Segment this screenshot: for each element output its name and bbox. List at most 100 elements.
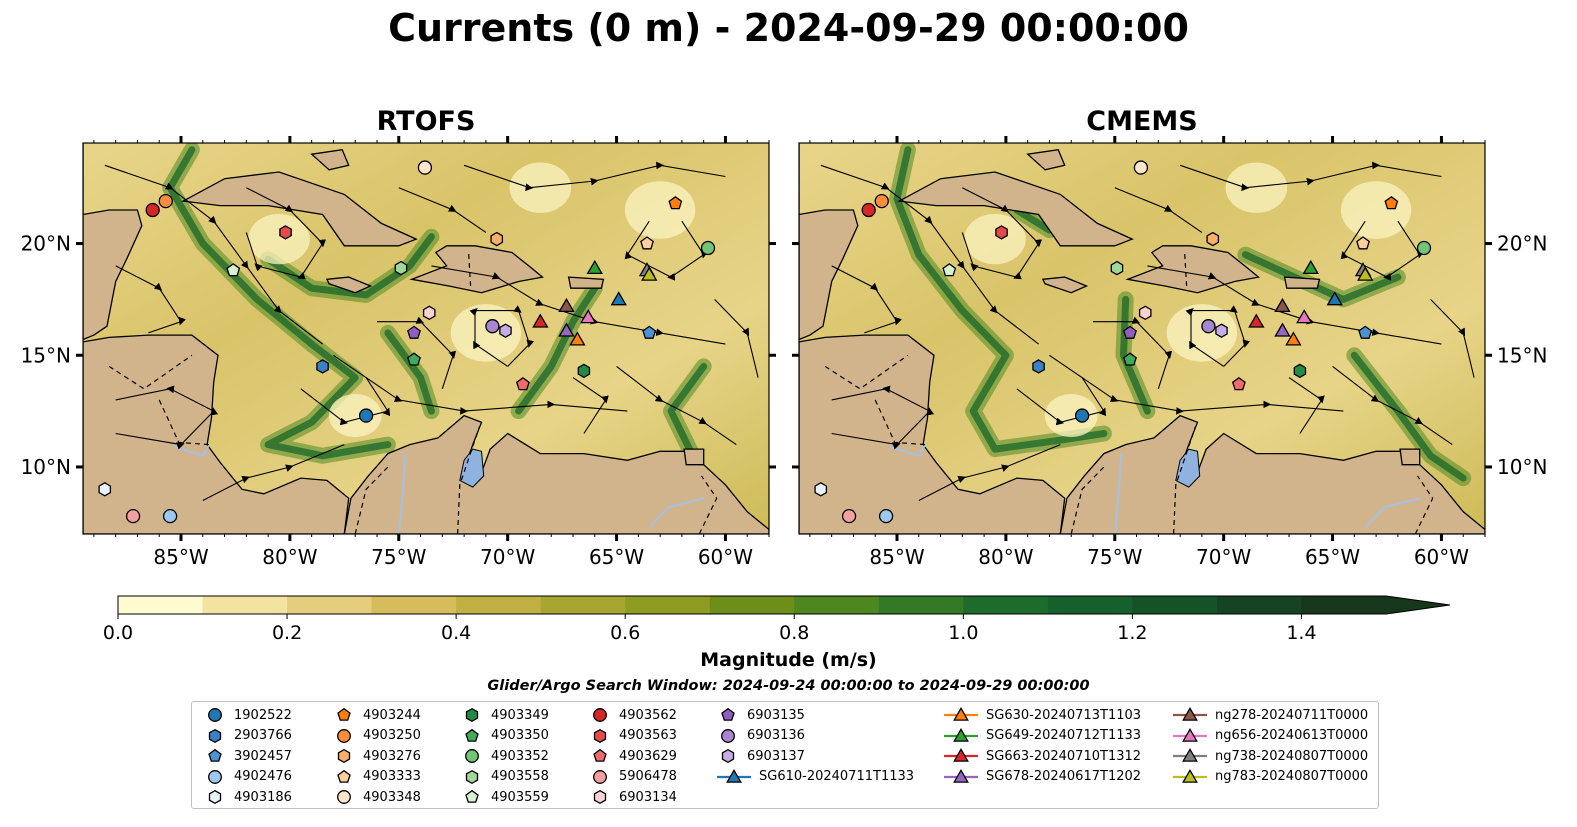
cmems-map-panel: 85°W 80°W 75°W 70°W 65°W 60°W 20°N 15°N 10°N: [792, 136, 1547, 569]
streamline: [1340, 220, 1425, 281]
land-jamaica: [1041, 276, 1089, 294]
land-bahamas1: [1026, 148, 1066, 171]
marker-ng656-20240613T0000: [580, 309, 597, 324]
land-trinidad: [683, 448, 705, 466]
legend-item: ng278-20240711T0000: [1171, 705, 1368, 725]
streamline: [469, 305, 535, 367]
land-yucatan: [83, 143, 143, 341]
legend-item-label: 4903250: [363, 728, 421, 744]
colorbar-segment: [794, 596, 880, 614]
marker-4903276: [1206, 231, 1220, 247]
marker-SG649-20240712T1133: [1302, 259, 1319, 275]
marker-ng278-20240711T0000: [1274, 297, 1291, 313]
marker-4903350: [407, 352, 421, 366]
legend-item-label: 4903276: [363, 748, 421, 764]
legend-item-label: 4903558: [491, 769, 549, 785]
panel-title-cmems: CMEMS: [1086, 106, 1198, 137]
legend-triangle-line-icon: [1182, 748, 1198, 762]
legend-hexagon-icon: [465, 769, 479, 784]
legend-pentagon-icon: [465, 790, 479, 804]
legend-item-label: 3902457: [234, 748, 292, 764]
legend-item-label: 6903137: [747, 748, 805, 764]
figure-title: Currents (0 m) - 2024-09-29 00:00:00: [388, 6, 1189, 50]
legend-item: SG610-20240711T1133: [715, 767, 914, 787]
legend-pentagon-icon: [208, 749, 222, 762]
colorbar-tick-label: 1.2: [1117, 622, 1147, 644]
legend-item: 4903333: [331, 767, 421, 787]
land-puertorico: [1283, 276, 1321, 289]
colorbar-segment: [540, 596, 626, 614]
colorbar-segment: [963, 596, 1049, 614]
streamline: [115, 385, 219, 450]
lon-tick-label: 70°W: [480, 545, 535, 569]
legend-hexagon-icon: [593, 790, 607, 805]
legend-item: 1902522: [202, 705, 292, 725]
colorbar: 0.0 0.2 0.4 0.6 0.8 1.0 1.2 1.4: [103, 595, 1451, 644]
legend-item-label: 4903559: [491, 789, 549, 805]
legend-item: 4903629: [587, 746, 677, 766]
legend-triangle-line-icon: [953, 768, 969, 783]
marker-1902522: [1074, 408, 1090, 423]
colorbar-segment: [371, 596, 457, 614]
lat-tick-label: 15°N: [1497, 343, 1547, 367]
legend-item: 4903348: [331, 787, 421, 807]
lon-tick-label: 65°W: [589, 545, 644, 569]
legend-item-label: SG649-20240712T1133: [986, 728, 1142, 744]
rtofs-map-panel: 85°W 80°W 75°W 70°W 65°W 60°W 20°N 15°N 10°N: [21, 136, 776, 569]
marker-4903559: [226, 263, 241, 277]
legend-item-label: 4903244: [363, 707, 421, 723]
marker-SG663-20240710T1312: [532, 313, 549, 328]
marker-4903562: [145, 202, 160, 218]
legend-item: 3902457: [202, 746, 292, 766]
legend-item: 4903558: [459, 767, 549, 787]
land-southam: [1059, 414, 1485, 534]
land-trinidad: [1399, 448, 1421, 466]
legend-item: 6903136: [715, 726, 805, 746]
legend-item: 4903352: [459, 746, 549, 766]
marker-6903135: [1123, 325, 1137, 339]
marker-4903349: [1293, 363, 1307, 379]
marker-4903559: [942, 263, 957, 277]
streamline: [1288, 377, 1325, 434]
streamline: [398, 187, 487, 233]
streamline: [1049, 354, 1344, 415]
legend-item: 4903563: [587, 726, 677, 746]
legend-hexagon-icon: [465, 707, 479, 723]
legend-item-label: 4903563: [619, 728, 677, 744]
marker-6903137: [1215, 323, 1228, 338]
lon-tick-label: 60°W: [698, 545, 753, 569]
colorbar-label: Magnitude (m/s): [700, 649, 877, 671]
colorbar-segment: [1301, 596, 1387, 614]
streamline: [115, 265, 186, 334]
legend-item-label: 6903135: [747, 707, 805, 723]
land-yucatan: [799, 143, 859, 341]
streamline: [572, 377, 609, 434]
legend-item-label: 4903349: [491, 707, 549, 723]
streamline: [820, 164, 1039, 345]
legend-item: ng783-20240807T0000: [1171, 767, 1368, 787]
legend-item: 6903137: [715, 746, 805, 766]
legend-item: SG630-20240713T1103: [942, 705, 1141, 725]
marker-6903135: [407, 325, 421, 339]
land-puertorico: [567, 276, 605, 289]
marker-SG649-20240712T1133: [586, 259, 603, 275]
legend-triangle-line-icon: [1182, 768, 1198, 783]
streamline: [714, 299, 759, 378]
colorbar-tick-label: 0.2: [272, 622, 302, 644]
legend-item: 6903135: [715, 705, 805, 725]
legend-circle-icon: [208, 708, 222, 722]
land-jamaica: [325, 276, 373, 294]
legend-item-label: 2903766: [234, 728, 292, 744]
marker-4903348: [1133, 160, 1149, 175]
marker-4903250: [874, 193, 889, 209]
marker-SG663-20240710T1312: [1248, 313, 1265, 328]
streamline: [202, 444, 345, 501]
legend-item-label: 4903629: [619, 748, 677, 764]
land-bahamas1: [310, 148, 350, 171]
lon-tick-label: 65°W: [1305, 545, 1360, 569]
streamline: [1093, 316, 1173, 389]
streamline: [1147, 265, 1442, 345]
marker-4903352: [1416, 240, 1432, 256]
lon-tick-label: 80°W: [978, 545, 1033, 569]
marker-4903629: [1231, 376, 1246, 391]
